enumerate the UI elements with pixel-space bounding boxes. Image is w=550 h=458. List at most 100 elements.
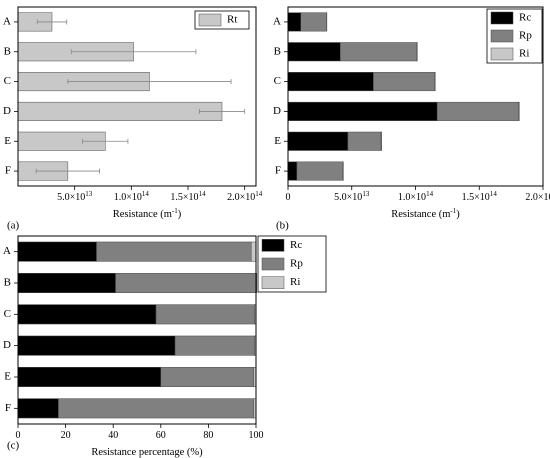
x-axis-label-text: Resistance (m [113, 209, 172, 220]
bar-b-A-Ri [326, 12, 328, 32]
panel-label-b: (b) [276, 220, 289, 232]
x-tick-mantissa: 0 [16, 430, 21, 441]
legend-label-c-Rp: Rp [290, 258, 303, 270]
panel-c: 0 20 40 60 80 100 Resistance percentage (%) [14, 235, 327, 458]
bar-b-A-Rp [300, 12, 327, 32]
y-tick-label-b-D: D [273, 105, 281, 117]
legend-label-b-Rc: Rc [519, 12, 531, 24]
x-tick-mantissa: 1.5×10 [170, 192, 198, 203]
legend-swatch-c-Ri [261, 276, 285, 289]
bar-b-B-Rp [340, 42, 418, 62]
x-tick-mantissa: 2.0×10 [525, 192, 550, 203]
x-axis-label-end: ) [178, 209, 182, 220]
x-tick-label-a-3: 2.0×1014 [227, 190, 263, 203]
legend-label-c-Rc: Rc [290, 239, 302, 251]
y-tick-label-c-E: E [4, 371, 11, 383]
x-axis-label-sup: -1 [450, 207, 456, 215]
x-tick-label-b-3: 1.5×1014 [462, 190, 498, 203]
bar-c-B-Rp [115, 273, 257, 293]
bar-a-D-Rt [17, 101, 223, 121]
legend-swatch-c-Rc [261, 239, 285, 252]
bar-c-A-Rp [96, 241, 252, 262]
x-tick-exponent: 13 [362, 190, 370, 198]
y-tick-label-b-C: C [274, 75, 281, 87]
bar-b-A-Rc [287, 12, 301, 32]
legend-swatch-c-Rp [261, 257, 285, 271]
bar-c-A-Ri [250, 241, 257, 262]
bar-b-E-Rc [287, 131, 349, 151]
y-tick-label-b-A: A [273, 15, 281, 27]
x-tick-exponent: 14 [255, 190, 263, 198]
y-tick-label-a-B: B [4, 45, 11, 57]
x-tick-label-a-2: 1.5×1014 [170, 190, 206, 203]
bar-c-E-Rc [17, 367, 162, 387]
panel-label-a: (a) [7, 220, 20, 232]
x-tick-label-c-5: 100 [249, 430, 264, 441]
bar-b-D-Rc [287, 101, 438, 121]
x-axis-label-a: Resistance (m-1) [113, 207, 182, 220]
x-tick-label-b-2: 1.0×1014 [398, 190, 434, 203]
y-tick-label-c-A: A [3, 245, 11, 257]
bar-b-B-Ri [416, 42, 418, 62]
x-tick-label-b-1: 5.0×1013 [334, 190, 370, 203]
y-tick-label-c-F: F [5, 402, 11, 414]
bar-c-F-Rc [17, 398, 59, 419]
y-tick-label-b-E: E [274, 135, 281, 147]
x-tick-label-b-0: 0 [286, 192, 291, 203]
y-tick-label-a-F: F [5, 165, 11, 177]
y-tick-label-a-C: C [4, 75, 11, 87]
legend-label-a-Rt: Rt [227, 14, 237, 26]
bar-b-E-Ri [380, 131, 382, 151]
bar-b-D-Rp [436, 101, 520, 121]
legend-label-b-Rp: Rp [519, 30, 532, 42]
x-tick-label-c-3: 60 [156, 430, 166, 441]
x-tick-mantissa: 1.0×10 [114, 192, 142, 203]
x-tick-label-a-0: 5.0×1013 [57, 190, 93, 203]
x-tick-mantissa: 1.5×10 [462, 192, 490, 203]
x-axis-label-text: Resistance percentage (%) [91, 447, 203, 458]
bar-b-B-Rc [287, 42, 341, 62]
panel-label-c: (c) [7, 440, 20, 452]
x-axis-label-text: Resistance (m [391, 209, 450, 220]
legend-swatch-b-Rp [490, 29, 514, 43]
x-tick-exponent: 13 [85, 190, 93, 198]
x-tick-mantissa: 5.0×10 [334, 192, 362, 203]
x-axis-label-end: ) [456, 209, 460, 220]
y-tick-label-b-B: B [274, 45, 281, 57]
bar-b-C-Rp [373, 72, 435, 92]
x-tick-exponent: 14 [199, 190, 207, 198]
y-tick-label-b-F: F [275, 165, 281, 177]
legend-label-b-Ri: Ri [519, 48, 529, 60]
plot-frame-a [17, 6, 257, 187]
plot-frame-c [17, 235, 257, 425]
x-axis-label-b: Resistance (m-1) [391, 207, 460, 220]
x-tick-mantissa: 1.0×10 [398, 192, 426, 203]
bar-c-C-Rc [17, 304, 157, 325]
y-tick-label-a-D: D [3, 105, 11, 117]
bar-c-C-Rp [155, 304, 256, 325]
panel-a: 5.0×1013 1.0×1014 1.5×1014 2.0×1014Resistan… [14, 6, 263, 220]
legend-swatch-b-Ri [490, 47, 514, 61]
x-tick-label-c-0: 0 [16, 430, 21, 441]
bar-c-D-Rc [17, 335, 176, 356]
bar-b-C-Rc [287, 72, 374, 92]
x-tick-mantissa: 5.0×10 [57, 192, 85, 203]
panel-b: 0 5.0×1013 1.0×1014 1.5×1014 2.0×10 14 Resista… [284, 6, 550, 220]
bar-b-C-Ri [434, 72, 436, 92]
y-tick-label-c-B: B [4, 277, 11, 289]
y-tick-label-c-D: D [3, 339, 11, 351]
bar-c-E-Rp [160, 367, 254, 387]
x-tick-label-c-2: 40 [108, 430, 118, 441]
bar-b-F-Rc [287, 161, 298, 181]
x-tick-label-a-1: 1.0×1014 [114, 190, 150, 203]
bar-b-D-Ri [518, 101, 520, 121]
x-tick-mantissa: 0 [286, 192, 291, 203]
y-tick-label-a-E: E [4, 135, 11, 147]
bar-b-F-Ri [342, 161, 344, 181]
bar-c-B-Rc [17, 273, 116, 293]
legend-label-c-Ri: Ri [290, 276, 300, 288]
x-tick-label-c-1: 20 [61, 430, 71, 441]
x-tick-exponent: 14 [426, 190, 434, 198]
bar-b-E-Rp [347, 131, 382, 151]
